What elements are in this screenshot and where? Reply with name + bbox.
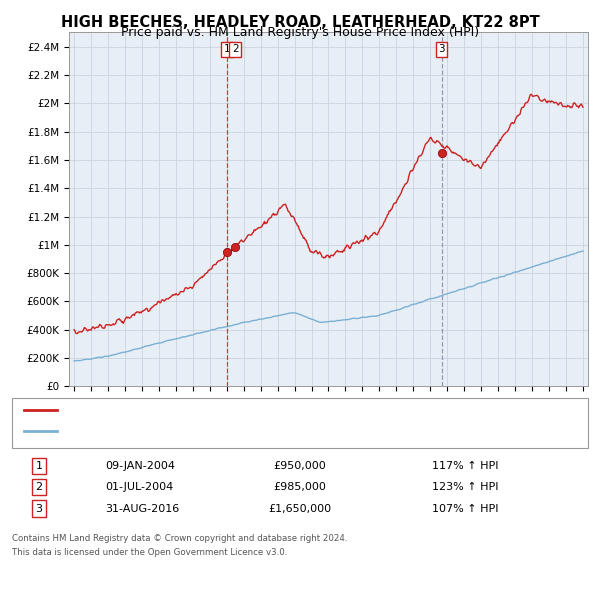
Text: 01-JUL-2004: 01-JUL-2004 [105,482,173,491]
Text: This data is licensed under the Open Government Licence v3.0.: This data is licensed under the Open Gov… [12,548,287,556]
Text: Contains HM Land Registry data © Crown copyright and database right 2024.: Contains HM Land Registry data © Crown c… [12,534,347,543]
Text: £950,000: £950,000 [274,461,326,471]
Text: 3: 3 [438,44,445,54]
Text: HIGH BEECHES, HEADLEY ROAD, LEATHERHEAD, KT22 8PT (detached house): HIGH BEECHES, HEADLEY ROAD, LEATHERHEAD,… [60,405,458,415]
Text: 09-JAN-2004: 09-JAN-2004 [105,461,175,471]
Text: £1,650,000: £1,650,000 [268,504,332,513]
Text: 117% ↑ HPI: 117% ↑ HPI [432,461,499,471]
Text: 31-AUG-2016: 31-AUG-2016 [105,504,179,513]
Text: 2: 2 [35,482,43,491]
Text: 1: 1 [224,44,230,54]
Text: 3: 3 [35,504,43,513]
Text: HPI: Average price, detached house, Mole Valley: HPI: Average price, detached house, Mole… [60,426,312,435]
Text: HIGH BEECHES, HEADLEY ROAD, LEATHERHEAD, KT22 8PT: HIGH BEECHES, HEADLEY ROAD, LEATHERHEAD,… [61,15,539,30]
Text: 2: 2 [232,44,239,54]
Text: 1: 1 [35,461,43,471]
Text: £985,000: £985,000 [274,482,326,491]
Text: Price paid vs. HM Land Registry's House Price Index (HPI): Price paid vs. HM Land Registry's House … [121,26,479,39]
Text: 107% ↑ HPI: 107% ↑ HPI [432,504,499,513]
Text: 123% ↑ HPI: 123% ↑ HPI [432,482,499,491]
